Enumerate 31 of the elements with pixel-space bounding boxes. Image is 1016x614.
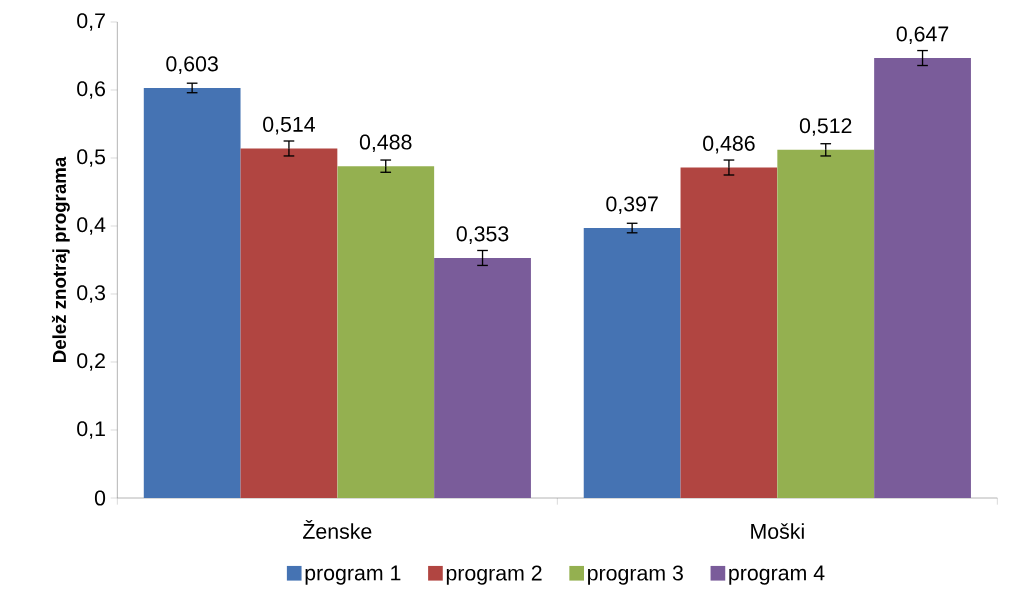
y-tick-label: 0,4 — [77, 217, 106, 235]
bar — [337, 166, 435, 498]
data-label: 0,512 — [799, 118, 852, 136]
data-label: 0,397 — [606, 196, 658, 214]
y-tick-label: 0,1 — [77, 421, 105, 439]
legend-label: program 1 — [305, 565, 401, 585]
bar — [680, 167, 778, 498]
data-label: 0,603 — [166, 56, 218, 74]
y-tick-label: 0,3 — [77, 285, 106, 303]
legend-label: program 3 — [588, 565, 683, 585]
y-tick-label: 0,7 — [77, 13, 105, 31]
bar — [583, 228, 681, 498]
x-tick-label: Ženske — [303, 520, 372, 539]
bar — [240, 148, 338, 498]
bar — [874, 58, 971, 498]
data-label: 0,488 — [359, 134, 412, 153]
data-label: 0,353 — [456, 226, 509, 244]
y-axis-title: Delež znotraj programa — [51, 156, 70, 362]
y-tick-label: 0,6 — [77, 81, 106, 99]
data-label: 0,514 — [263, 116, 315, 135]
legend-label: program 4 — [729, 565, 825, 585]
legend-label: program 2 — [446, 565, 542, 585]
y-tick-label: 0,5 — [77, 149, 106, 167]
bar — [143, 87, 241, 498]
bar — [777, 149, 875, 498]
data-label: 0,486 — [703, 135, 755, 154]
y-tick-label: 0,2 — [77, 353, 105, 371]
data-label: 0,647 — [896, 26, 949, 44]
bar — [434, 257, 531, 498]
x-tick-label: Moški — [751, 523, 804, 539]
y-tick-label: 0 — [94, 490, 106, 506]
